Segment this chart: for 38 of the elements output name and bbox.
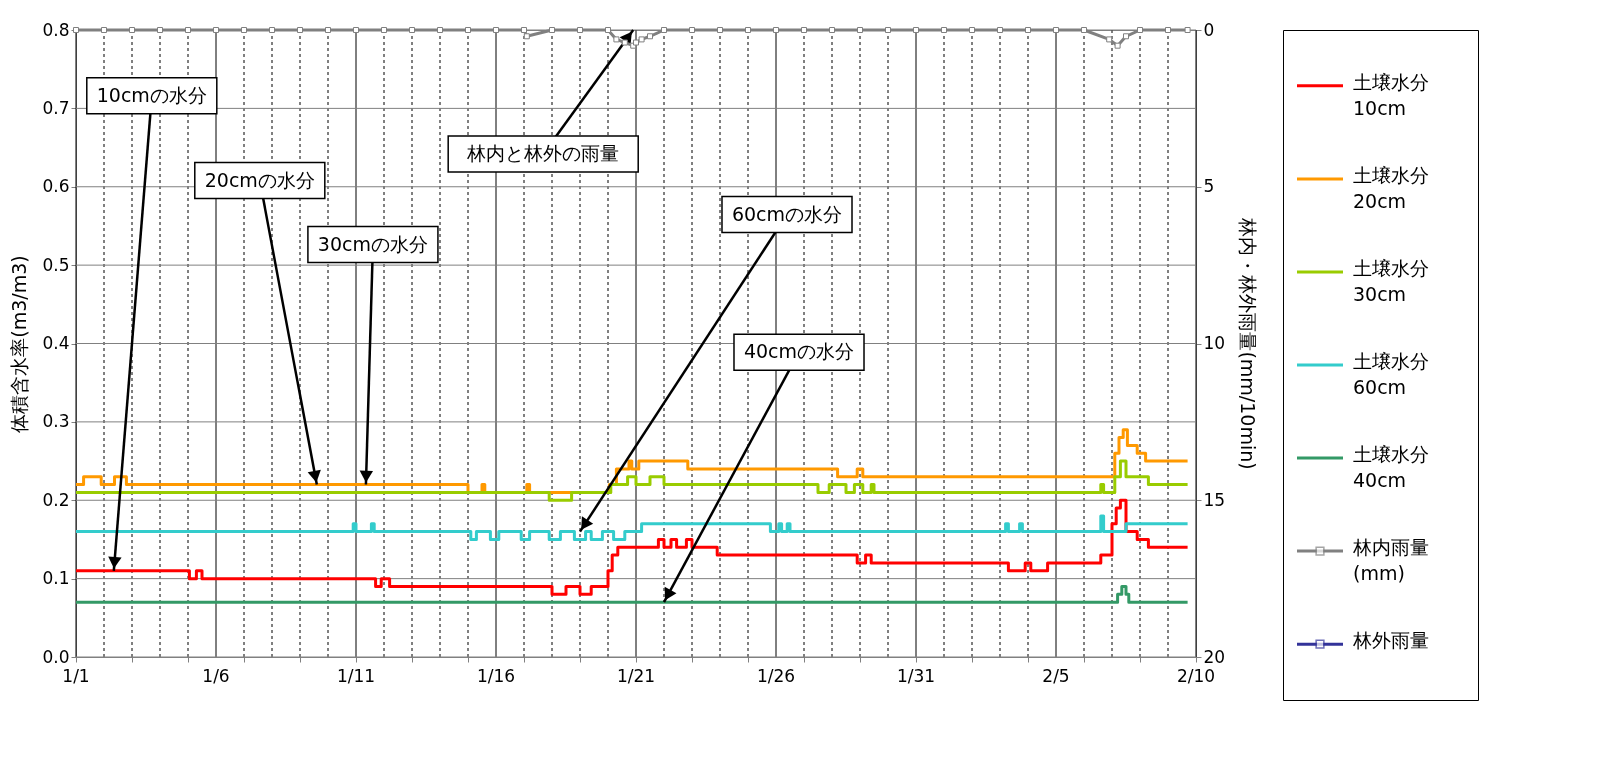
legend-label: 林外雨量 <box>1352 629 1429 652</box>
y-tick-label: 0.5 <box>42 254 70 275</box>
y-tick-label: 0.3 <box>42 411 70 432</box>
x-tick-label: 1/6 <box>202 666 230 686</box>
y-tick-label: 0.6 <box>42 176 70 197</box>
x-tick-label: 1/31 <box>896 666 936 686</box>
y2-tick-label: 0 <box>1203 19 1215 40</box>
x-tick-label: 2/5 <box>1042 666 1070 686</box>
y-tick-label: 0.7 <box>42 97 70 118</box>
y2-tick-label: 5 <box>1203 176 1215 197</box>
x-tick-label: 1/16 <box>476 666 516 686</box>
annotation: 20cmの水分 <box>204 168 315 191</box>
x-tick-label: 1/11 <box>336 666 376 686</box>
legend-label: 土壌水分 10cm <box>1353 70 1429 119</box>
legend-label: 土壌水分 20cm <box>1353 163 1429 212</box>
x-tick-label: 2/10 <box>1176 666 1216 686</box>
x-tick-label: 1/1 <box>62 666 90 686</box>
legend-label: 土壌水分 40cm <box>1353 443 1429 492</box>
annotation: 10cmの水分 <box>96 83 207 106</box>
y-tick-label: 0.2 <box>42 489 70 510</box>
legend-label: 土壌水分 60cm <box>1353 350 1429 398</box>
y2-tick-label: 15 <box>1203 489 1226 510</box>
y-tick-label: 0.1 <box>42 568 70 589</box>
annotation: 60cmの水分 <box>731 202 843 225</box>
y-tick-label: 0.8 <box>42 19 70 40</box>
annotation: 30cmの水分 <box>317 232 428 255</box>
legend-label: 土壌水分 30cm <box>1353 256 1429 305</box>
annotation: 林内と林外の雨量 <box>466 142 620 164</box>
legend-label: 林内雨量 (mm) <box>1352 536 1429 585</box>
y-axis-title: 体積含水率(m3/m3) <box>8 255 31 433</box>
y2-axis-title: 林内・林外雨量(mm/10min) <box>1237 217 1260 470</box>
x-tick-label: 1/26 <box>756 666 796 686</box>
annotation: 40cmの水分 <box>743 340 855 363</box>
y2-tick-label: 20 <box>1203 646 1226 667</box>
x-tick-label: 1/21 <box>616 666 656 686</box>
y-tick-label: 0.4 <box>42 333 70 353</box>
y2-tick-label: 10 <box>1203 333 1226 353</box>
y-tick-label: 0.0 <box>42 646 70 667</box>
